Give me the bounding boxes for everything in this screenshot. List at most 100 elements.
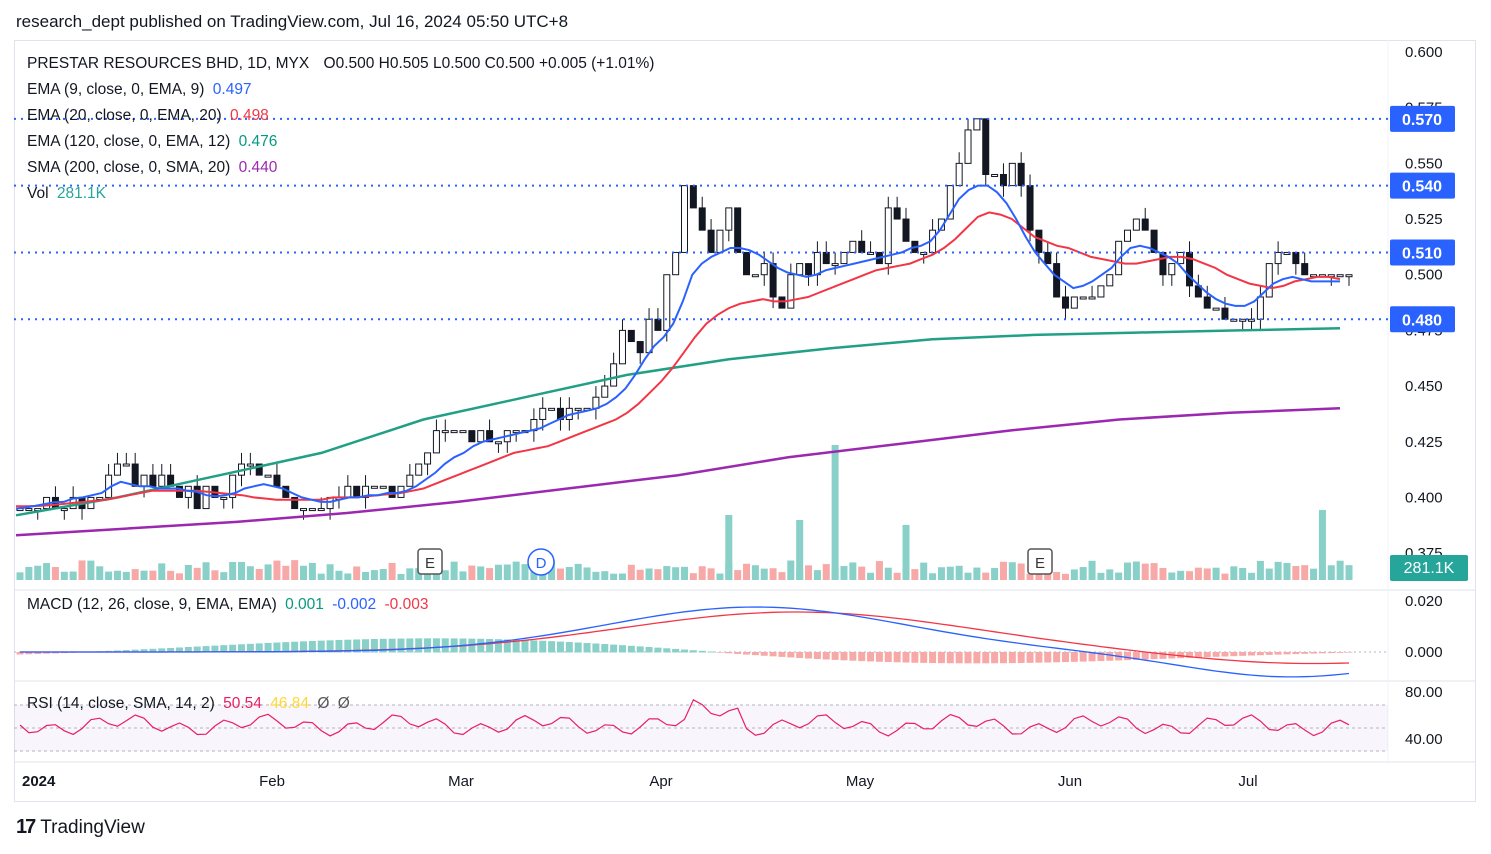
- macd-signal-value: -0.003: [384, 596, 429, 613]
- candle-body: [698, 207, 706, 231]
- candle-body: [1035, 229, 1043, 253]
- macd-histogram-bar: [875, 652, 883, 662]
- macd-histogram-bar: [955, 652, 963, 664]
- candle-body: [734, 207, 742, 253]
- candle-body: [1106, 274, 1114, 287]
- macd-histogram-bar: [902, 652, 910, 663]
- volume-bar: [849, 562, 857, 580]
- volume-bar: [175, 573, 183, 580]
- legend-ema20[interactable]: EMA (20, close, 0, EMA, 20) 0.498: [27, 107, 273, 125]
- candle-body: [645, 318, 653, 354]
- candle-body: [681, 185, 688, 253]
- candle-body: [1203, 296, 1211, 309]
- macd-histogram-bar: [911, 652, 919, 663]
- candle-body: [1212, 307, 1220, 311]
- macd-histogram-bar: [344, 639, 352, 653]
- macd-histogram-bar: [122, 650, 130, 653]
- macd-histogram-bar: [1327, 652, 1335, 654]
- macd-histogram-bar: [734, 652, 742, 654]
- candle-body: [1292, 251, 1300, 265]
- candle-body: [769, 263, 777, 298]
- macd-histogram-bar: [486, 638, 494, 653]
- volume-bar: [1274, 561, 1282, 580]
- macd-histogram-bar: [175, 647, 183, 653]
- macd-tick-label: 0.000: [1405, 644, 1443, 661]
- volume-bar: [929, 573, 937, 580]
- macd-histogram-bar: [1008, 652, 1016, 664]
- candle-body: [813, 251, 821, 276]
- candle-body: [264, 474, 272, 478]
- macd-histogram-bar: [300, 641, 308, 653]
- volume-bar: [450, 561, 458, 580]
- volume-bar: [937, 567, 945, 580]
- legend-sma200[interactable]: SMA (200, close, 0, SMA, 20) 0.440: [27, 159, 281, 177]
- price-tick-label: 0.425: [1405, 434, 1443, 451]
- volume-bar: [1186, 571, 1194, 580]
- macd-histogram-bar: [1088, 652, 1096, 662]
- volume-bar: [1124, 562, 1131, 580]
- candle-body: [450, 430, 458, 434]
- legend-rsi[interactable]: RSI (14, close, SMA, 14, 2) 50.54 46.84 …: [27, 695, 354, 713]
- candle-body: [255, 463, 263, 476]
- volume-bar: [202, 562, 210, 580]
- volume-bar: [822, 564, 830, 580]
- level-price-badge: [1390, 172, 1455, 199]
- candle-body: [787, 274, 795, 309]
- footer-brand[interactable]: 17 TradingView: [16, 816, 145, 839]
- candle-body: [424, 452, 432, 465]
- macd-histogram-bar: [565, 642, 573, 653]
- volume-bar: [1203, 568, 1211, 580]
- candle-body: [796, 263, 804, 276]
- time-tick-label: Apr: [649, 773, 672, 790]
- macd-histogram-bar: [1283, 652, 1291, 655]
- candle-body: [893, 207, 901, 220]
- macd-histogram-bar: [1124, 652, 1131, 661]
- sma200-line: [15, 407, 1341, 537]
- time-tick-label: Feb: [259, 773, 285, 790]
- volume-bar: [149, 570, 157, 580]
- volume-bar: [300, 565, 308, 580]
- volume-bar: [1336, 560, 1344, 580]
- candle-body: [344, 485, 352, 498]
- legend-ema120[interactable]: EMA (120, close, 0, EMA, 12) 0.476: [27, 133, 281, 151]
- dividend-marker: [527, 548, 555, 576]
- macd-histogram-bar: [432, 638, 440, 653]
- chart-frame[interactable]: [14, 40, 1476, 802]
- candle-body: [1141, 218, 1149, 231]
- macd-histogram-bar: [1318, 652, 1326, 654]
- legend-volume[interactable]: Vol 281.1K: [27, 185, 110, 203]
- candle-body: [229, 474, 237, 498]
- macd-histogram-bar: [689, 650, 697, 653]
- macd-histogram-bar: [131, 649, 139, 653]
- candle-body: [920, 251, 928, 255]
- publisher-line: research_dept published on TradingView.c…: [16, 12, 569, 31]
- macd-histogram-bar: [1079, 652, 1087, 662]
- volume-bar: [1327, 565, 1335, 580]
- volume-badge-label: 281.1K: [1404, 560, 1455, 577]
- volume-bar: [707, 568, 715, 580]
- macd-histogram-bar: [282, 642, 290, 653]
- macd-histogram-bar: [1248, 652, 1256, 656]
- volume-bar: [167, 570, 175, 580]
- macd-histogram-bar: [778, 652, 786, 657]
- macd-histogram-bar: [149, 648, 157, 653]
- candle-body: [246, 463, 254, 467]
- volume-bar: [858, 566, 866, 580]
- volume-bar: [184, 564, 192, 580]
- candle-body: [1053, 263, 1061, 298]
- volume-bar: [973, 567, 981, 580]
- candle-body: [663, 274, 671, 331]
- volume-bar: [1079, 567, 1087, 580]
- legend-macd[interactable]: MACD (12, 26, close, 9, EMA, EMA) 0.001 …: [27, 596, 432, 614]
- earnings-marker: [1027, 548, 1053, 575]
- legend-ema9[interactable]: EMA (9, close, 0, EMA, 9) 0.497: [27, 81, 256, 99]
- macd-histogram-bar: [716, 652, 724, 653]
- macd-histogram-bar: [982, 652, 990, 664]
- macd-label: MACD (12, 26, close, 9, EMA, EMA): [27, 596, 277, 613]
- volume-bar: [69, 571, 77, 580]
- rsi-div2: Ø: [337, 695, 350, 712]
- volume-bar: [468, 565, 476, 580]
- sma200-value: 0.440: [238, 159, 278, 176]
- candle-body: [140, 474, 148, 487]
